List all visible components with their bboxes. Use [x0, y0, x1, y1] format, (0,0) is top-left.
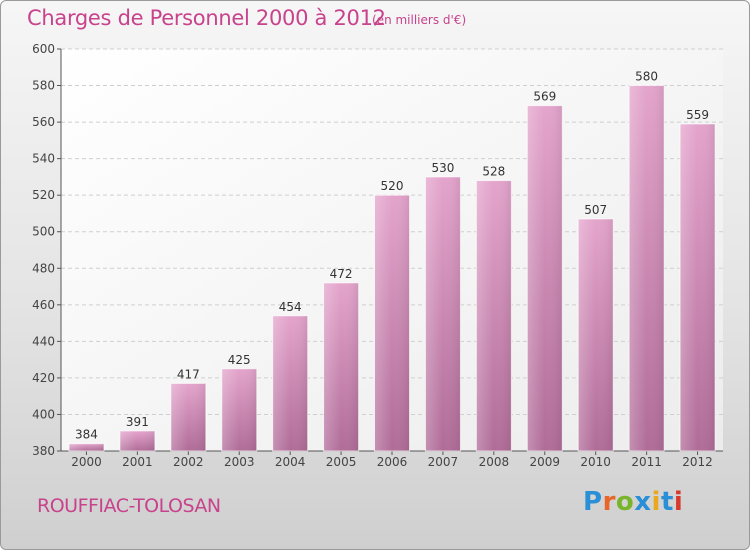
- data-label: 569: [533, 90, 556, 104]
- bar-2012: [679, 123, 716, 452]
- bar-2008: [475, 180, 512, 452]
- data-label: 580: [635, 70, 658, 84]
- y-tick-label: 600: [32, 42, 55, 56]
- x-tick-label: 2004: [275, 455, 306, 469]
- bar-2001: [119, 430, 156, 452]
- data-label: 384: [75, 428, 98, 442]
- bar-2002: [170, 382, 207, 452]
- city-name: ROUFFIAC-TOLOSAN: [37, 495, 221, 517]
- logo-letter: x: [634, 487, 652, 517]
- data-label: 391: [126, 415, 149, 429]
- data-label: 425: [228, 353, 251, 367]
- x-tick-label: 2008: [479, 455, 510, 469]
- data-label: 417: [177, 367, 200, 381]
- proxiti-logo: Proxiti: [583, 487, 683, 517]
- bar-shine: [425, 176, 461, 451]
- data-label: 530: [431, 161, 454, 175]
- x-tick-label: 2005: [326, 455, 357, 469]
- data-label: 454: [279, 300, 302, 314]
- bar-shine: [374, 195, 410, 451]
- bar-2003: [221, 368, 258, 452]
- bar-shine: [68, 443, 104, 451]
- logo-letter: i: [651, 487, 661, 517]
- y-tick-label: 400: [32, 407, 55, 421]
- y-tick-label: 560: [32, 115, 55, 129]
- bar-2005: [323, 282, 360, 452]
- x-tick-label: 2011: [631, 455, 662, 469]
- y-tick-label: 420: [32, 371, 55, 385]
- data-label: 528: [482, 165, 505, 179]
- bar-2006: [374, 194, 410, 452]
- logo-letter: i: [673, 487, 684, 517]
- bar-shine: [629, 85, 665, 451]
- chart-subtitle: (en milliers d'€): [372, 13, 467, 27]
- y-tick-label: 380: [32, 444, 55, 458]
- bar-shine: [119, 430, 155, 451]
- x-tick-label: 2001: [122, 455, 153, 469]
- y-tick-label: 540: [32, 152, 55, 166]
- x-tick-label: 2002: [173, 455, 204, 469]
- bar-shine: [272, 315, 308, 451]
- data-label: 472: [330, 267, 353, 281]
- x-tick-label: 2009: [529, 455, 560, 469]
- data-label: 507: [584, 203, 607, 217]
- data-label: 559: [686, 108, 709, 122]
- bar-2004: [272, 315, 309, 452]
- logo-letter: o: [615, 487, 635, 517]
- bar-2011: [628, 85, 665, 452]
- x-tick-label: 2006: [377, 455, 408, 469]
- y-tick-label: 580: [32, 79, 55, 93]
- y-tick-label: 520: [32, 188, 55, 202]
- bar-shine: [578, 218, 614, 451]
- bar-shine: [476, 180, 512, 451]
- x-tick-label: 2007: [428, 455, 459, 469]
- logo-letter: t: [660, 487, 674, 517]
- y-axis: 380 400 420 440 460 480 500 520 540 560 580 600: [32, 42, 62, 458]
- y-tick-label: 440: [32, 334, 55, 348]
- logo-letter: P: [583, 487, 603, 517]
- x-tick-label: 2010: [580, 455, 611, 469]
- data-labels: 384 391 417 425 454 472 520 530 528 569 507 580 559: [75, 70, 709, 442]
- bar-shine: [170, 383, 206, 451]
- bar-2009: [526, 105, 563, 452]
- bars: [68, 85, 716, 452]
- y-tick-label: 480: [32, 261, 55, 275]
- logo-letter: r: [602, 487, 616, 517]
- bar-shine: [680, 123, 716, 451]
- bar-shine: [323, 282, 359, 451]
- bar-shine: [527, 105, 563, 452]
- bar-2010: [577, 218, 614, 452]
- x-tick-label: 2003: [224, 455, 255, 469]
- x-axis: 2000 2001 2002 2003 2004 2005 2006 2007 2008 2009…: [61, 450, 723, 469]
- data-label: 520: [381, 179, 404, 193]
- y-tick-label: 500: [32, 225, 55, 239]
- bar-2007: [424, 176, 461, 452]
- y-tick-label: 460: [32, 298, 55, 312]
- bar-shine: [221, 368, 257, 451]
- bar-2000: [68, 443, 105, 452]
- chart-title: Charges de Personnel 2000 à 2012: [27, 6, 386, 30]
- x-tick-label: 2000: [71, 455, 102, 469]
- x-tick-label: 2012: [682, 455, 713, 469]
